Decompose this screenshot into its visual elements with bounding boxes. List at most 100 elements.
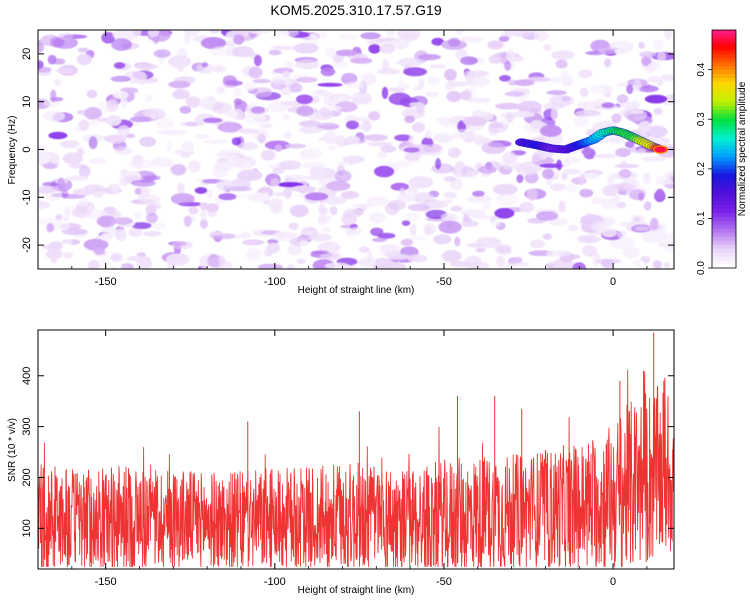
spectrogram-cell: [488, 54, 503, 64]
spectrogram-cell: [505, 261, 530, 268]
spectrogram-cell: [425, 91, 440, 97]
spectrogram-cell: [415, 103, 425, 114]
spectrogram-cell: [42, 110, 66, 122]
colorbar-step: [712, 240, 736, 245]
colorbar-step: [712, 121, 736, 126]
spectrogram-cell: [374, 165, 395, 178]
spectrogram-cell: [38, 187, 54, 194]
y-tick-label: 400: [21, 367, 33, 385]
spectrogram-cell: [209, 46, 232, 57]
spectrogram-cell: [131, 222, 152, 230]
spectrogram-cell: [322, 196, 348, 205]
spectrogram-cell: [513, 79, 535, 86]
spectrogram-cell: [360, 32, 381, 40]
spectrogram-cell: [136, 252, 147, 257]
spectrogram-cell: [535, 211, 559, 221]
spectrogram-cell: [168, 55, 192, 68]
colorbar-step: [712, 168, 736, 174]
spectrogram-cell: [655, 188, 665, 200]
spectrogram-cell: [296, 105, 314, 117]
spectrogram-cell: [57, 177, 65, 191]
spectrogram-cell: [461, 166, 468, 176]
spectrogram-cell: [482, 201, 492, 210]
spectrogram-cell: [387, 87, 405, 93]
spectrogram-field: [38, 30, 674, 269]
spectrogram-cell: [622, 246, 640, 259]
spectrogram-cell: [626, 84, 634, 95]
spectrogram-cell: [496, 255, 506, 268]
spectrogram-cell: [194, 187, 208, 194]
spectrogram-cell: [237, 141, 258, 151]
spectrogram-cell: [417, 54, 441, 61]
spectrogram-cell: [240, 232, 252, 238]
spectrogram-cell: [68, 175, 89, 181]
spectrogram-cell: [296, 77, 318, 83]
spectrogram-cell: [299, 240, 309, 246]
spectrogram-cell: [338, 33, 357, 41]
spectrogram-cell: [436, 117, 451, 125]
spectrogram-cell: [638, 120, 652, 134]
y-tick-label: 300: [21, 417, 33, 435]
spectrogram-cell: [289, 204, 309, 218]
spectrogram-cell: [381, 86, 389, 99]
colorbar-step: [712, 208, 736, 213]
spectrogram-cell: [344, 117, 370, 122]
spectrogram-cell: [556, 159, 563, 171]
spectrogram-cell: [201, 62, 209, 68]
spectrogram-cell: [504, 91, 525, 97]
spectrogram-cell: [517, 100, 542, 114]
spectrogram-cell: [209, 30, 220, 34]
spectrogram-cell: [284, 143, 307, 149]
spectrogram-cell: [257, 133, 266, 144]
spectrogram-cell: [54, 78, 62, 87]
spectrogram-cell: [548, 218, 568, 226]
spectrogram-cell: [334, 170, 352, 183]
spectrogram-cell: [48, 131, 68, 140]
spectrogram-cell: [188, 160, 201, 173]
ridge-peak: [652, 145, 669, 154]
y-tick-label: 0: [21, 146, 33, 152]
spectrogram-cell: [114, 146, 133, 155]
spectrogram-cell: [404, 151, 421, 162]
spectrogram-cell: [42, 244, 64, 250]
spectrogram-cell: [366, 40, 384, 45]
y-tick-label: 200: [21, 468, 33, 486]
colorbar-tick-label: 0.0: [696, 261, 707, 275]
spectrogram-cell: [596, 258, 622, 264]
spectrogram-cell: [62, 152, 83, 165]
spectrogram-cell: [293, 42, 319, 54]
spectrogram-cell: [222, 75, 237, 86]
spectrogram-cell: [84, 107, 102, 120]
colorbar-step: [712, 117, 736, 122]
spectrogram-cell: [561, 172, 568, 180]
spectrogram-cell: [316, 124, 340, 129]
spectrogram-cell: [252, 78, 271, 84]
spectrogram-cell: [551, 76, 562, 84]
spectrogram-y-axis: -20 -10 0 10 20: [21, 48, 674, 253]
spectrogram-cell: [78, 119, 90, 131]
spectrogram-cell: [533, 30, 549, 42]
spectrogram-cell: [631, 100, 638, 106]
snr-panel: -150 -100 -50 0 100 200 300 400 Height of stra…: [7, 329, 675, 596]
colorbar-step: [712, 85, 736, 90]
spectrogram-cell: [550, 183, 566, 192]
spectrogram-cell: [351, 91, 373, 105]
spectrogram-cell: [136, 257, 152, 269]
spectrogram-cell: [200, 207, 207, 221]
spectrogram-cell: [546, 90, 567, 96]
y-tick-label: 10: [21, 96, 33, 108]
spectrogram-cell: [323, 131, 338, 145]
spectrogram-cell: [403, 212, 420, 222]
spectrogram-cell: [365, 196, 389, 206]
spectrogram-cell: [401, 220, 411, 227]
colorbar-step: [712, 33, 736, 39]
x-tick-label: -100: [264, 576, 286, 588]
spectrogram-cell: [38, 152, 51, 164]
spectrogram-cell: [341, 213, 358, 225]
spectrogram-cell: [233, 87, 242, 97]
colorbar-frame: [711, 29, 737, 269]
spectrogram-cell: [630, 109, 644, 115]
spectrogram-cell: [404, 115, 415, 124]
spectrogram-cell: [376, 68, 401, 75]
spectrogram-cell: [312, 89, 331, 98]
